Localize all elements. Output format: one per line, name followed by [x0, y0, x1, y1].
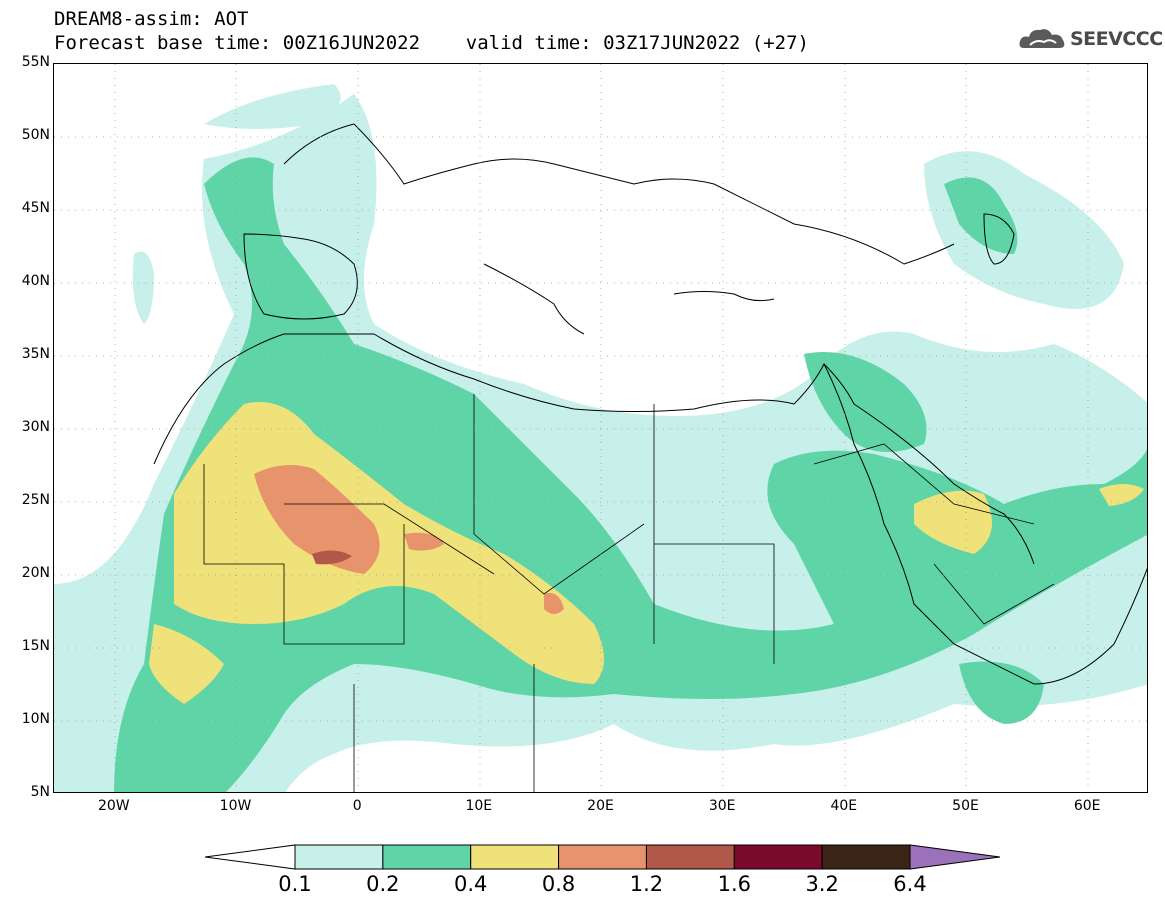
colorbar-segment [558, 844, 647, 870]
colorbar-label: 1.2 [629, 872, 664, 896]
aot-0.2-0.4-layer [114, 157, 1147, 792]
colorbar-label: 0.8 [541, 872, 576, 896]
seevccc-logo: SEEVCCC [1018, 24, 1163, 54]
colorbar-label: 1.6 [717, 872, 751, 896]
borders [203, 394, 1055, 792]
lon-label: 10W [219, 798, 252, 814]
coastlines [153, 123, 1147, 685]
lat-label: 5N [30, 784, 50, 800]
lon-label: 60E [1073, 798, 1101, 814]
forecast-time-line: Forecast base time: 00Z16JUN2022 valid t… [54, 32, 809, 54]
lat-label: 55N [21, 54, 50, 70]
lat-label: 50N [21, 127, 50, 143]
colorbar-arrow-high [909, 844, 1000, 870]
colorbar-segment [733, 844, 823, 870]
lat-label: 40N [21, 273, 50, 289]
colorbar-label: 6.4 [893, 872, 927, 896]
lon-label: 30E [708, 798, 736, 814]
colorbar-arrow-low [205, 844, 296, 870]
lat-label: 25N [21, 492, 50, 508]
colorbar-segment [470, 844, 560, 870]
lat-label: 45N [21, 200, 50, 216]
aot-map [53, 63, 1148, 793]
lat-label: 15N [21, 638, 50, 654]
lat-label: 20N [21, 565, 50, 581]
logo-text: SEEVCCC [1070, 28, 1163, 50]
map-title: DREAM8-assim: AOT [54, 8, 249, 30]
lat-label: 10N [21, 711, 50, 727]
colorbar-segment [382, 844, 472, 870]
colorbar-label: 0.4 [454, 872, 488, 896]
aot-colorbar [205, 844, 1000, 870]
colorbar-segment [645, 844, 735, 870]
lon-label: 10E [465, 798, 493, 814]
lat-label: 30N [21, 419, 50, 435]
colorbar-segment [294, 844, 384, 870]
cloud-icon [1019, 29, 1065, 48]
colorbar-label: 0.2 [366, 872, 400, 896]
gridlines [54, 64, 1147, 792]
aot-0.8-1.2-layer [254, 465, 564, 614]
lat-label: 35N [21, 346, 50, 362]
lon-label: 20E [587, 798, 614, 814]
lon-label: 0 [352, 798, 362, 814]
lon-label: 50E [952, 798, 979, 814]
colorbar-label: 0.1 [278, 872, 312, 896]
colorbar-segment [821, 844, 911, 870]
lon-label: 40E [830, 798, 858, 814]
aot-1.2-1.6-layer [312, 550, 352, 565]
map-canvas [54, 64, 1147, 792]
lon-label: 20W [97, 798, 130, 814]
colorbar-label: 3.2 [805, 872, 839, 896]
